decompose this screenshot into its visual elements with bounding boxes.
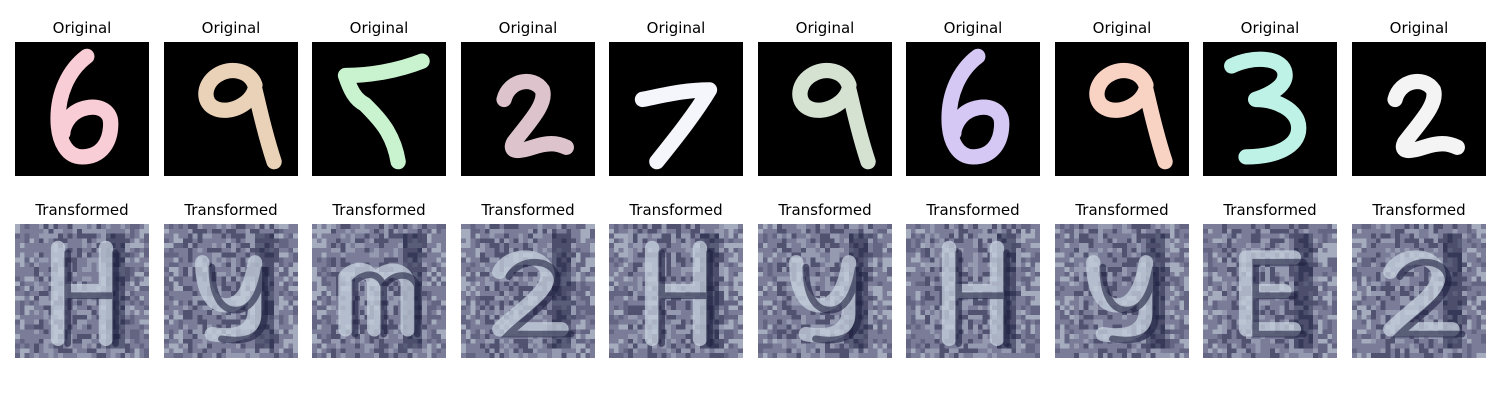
noise-pixels xyxy=(164,224,298,358)
glyph-shadow xyxy=(208,263,268,344)
glyph-stroke xyxy=(492,250,569,337)
glyph-shadow xyxy=(64,249,119,347)
original-title-10: Original xyxy=(1389,19,1449,37)
glyph-shadow xyxy=(500,259,575,338)
transformed-image-6 xyxy=(758,224,892,358)
original-image-4 xyxy=(461,42,595,176)
original-title-2: Original xyxy=(201,19,261,37)
original-image-8 xyxy=(1055,42,1189,176)
transformed-title-2: Transformed xyxy=(184,201,278,219)
glyph-shadow xyxy=(1252,258,1307,338)
original-image-3 xyxy=(312,42,446,176)
transformed-image-3 xyxy=(312,224,446,358)
transformed-title-1: Transformed xyxy=(35,201,129,219)
transformed-image-7 xyxy=(906,224,1040,358)
digit-stroke xyxy=(50,48,119,165)
glyph-shadow xyxy=(1099,263,1159,344)
glyph-shadow xyxy=(955,249,1010,347)
digit-stroke xyxy=(1089,62,1173,170)
digit-stroke xyxy=(1224,51,1307,165)
original-title-8: Original xyxy=(1092,19,1152,37)
transformed-image-9 xyxy=(1203,224,1337,358)
digit-stroke xyxy=(941,48,1010,165)
original-title-5: Original xyxy=(646,19,706,37)
glyph-stroke xyxy=(789,255,857,343)
original-image-2 xyxy=(164,42,298,176)
transformed-image-1 xyxy=(15,224,149,358)
original-image-7 xyxy=(906,42,1040,176)
original-title-6: Original xyxy=(795,19,855,37)
transformed-image-2 xyxy=(164,224,298,358)
original-title-4: Original xyxy=(498,19,558,37)
glyph-stroke xyxy=(1086,255,1154,343)
glyph-shadow xyxy=(658,249,713,347)
transformed-title-6: Transformed xyxy=(778,201,872,219)
transformed-title-5: Transformed xyxy=(629,201,723,219)
transformed-title-4: Transformed xyxy=(481,201,575,219)
transformed-image-4 xyxy=(461,224,595,358)
original-image-5 xyxy=(609,42,743,176)
original-title-9: Original xyxy=(1240,19,1300,37)
transformed-title-10: Transformed xyxy=(1372,201,1466,219)
glyph-shadow xyxy=(1391,259,1466,338)
original-image-1 xyxy=(15,42,149,176)
digit-stroke xyxy=(337,53,430,170)
original-title-7: Original xyxy=(943,19,1003,37)
glyph-stroke xyxy=(195,255,263,343)
digit-stroke xyxy=(198,62,282,170)
transformed-image-10 xyxy=(1352,224,1486,358)
transformed-title-9: Transformed xyxy=(1223,201,1317,219)
digit-stroke xyxy=(1387,73,1465,159)
transformed-image-8 xyxy=(1055,224,1189,358)
glyph-shadow xyxy=(351,271,421,338)
original-image-10 xyxy=(1352,42,1486,176)
digit-stroke xyxy=(496,73,574,159)
original-title-1: Original xyxy=(52,19,112,37)
original-title-3: Original xyxy=(349,19,409,37)
transformed-image-5 xyxy=(609,224,743,358)
transformed-title-3: Transformed xyxy=(332,201,426,219)
original-image-9 xyxy=(1203,42,1337,176)
glyph-shadow xyxy=(802,263,862,344)
digit-stroke xyxy=(792,62,876,170)
transformed-title-7: Transformed xyxy=(926,201,1020,219)
transformed-title-8: Transformed xyxy=(1075,201,1169,219)
original-image-6 xyxy=(758,42,892,176)
digit-stroke xyxy=(634,82,718,170)
glyph-stroke xyxy=(1383,250,1460,337)
